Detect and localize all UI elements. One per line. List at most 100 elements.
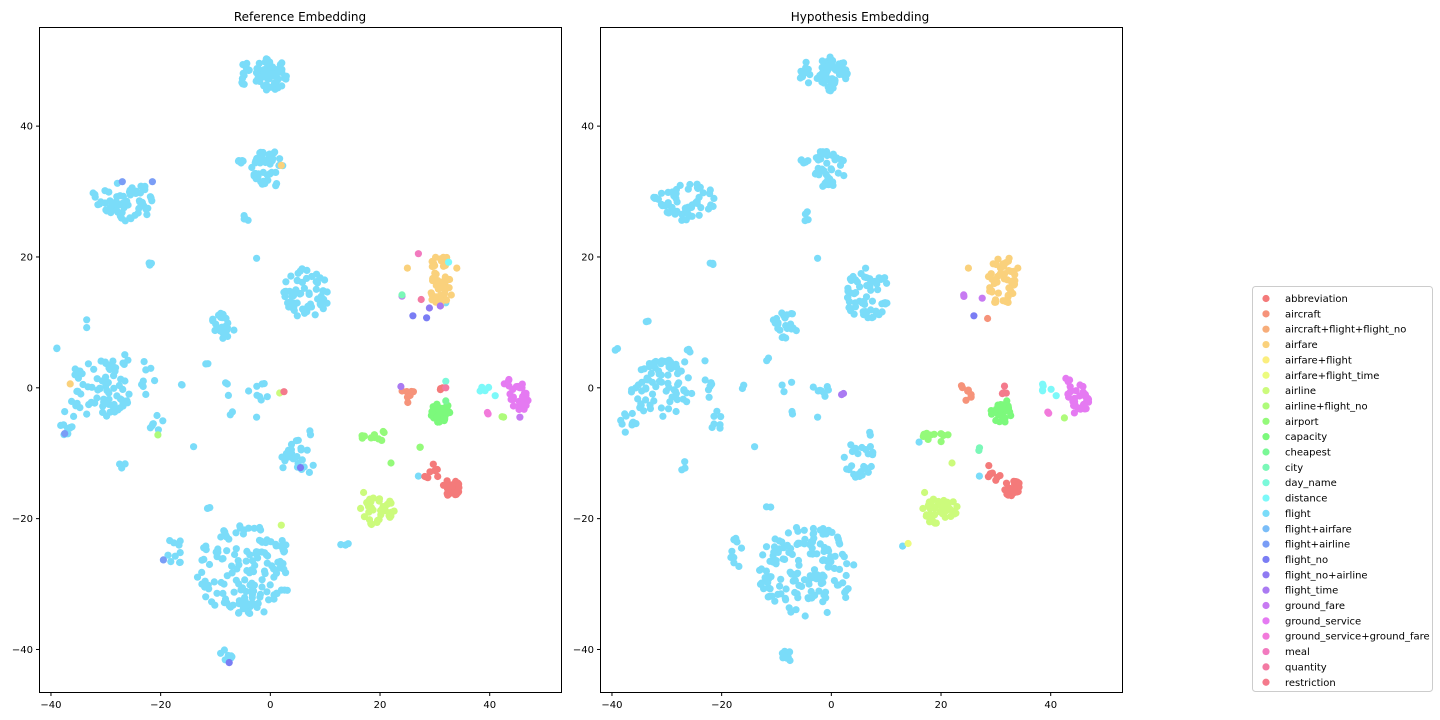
scatter-point [211, 601, 219, 609]
scatter-point [764, 354, 773, 362]
scatter-point [676, 181, 684, 189]
scatter-point [818, 148, 827, 156]
scatter-point [997, 411, 1005, 419]
scatter-point [996, 472, 1004, 480]
scatter-point [268, 562, 276, 570]
scatter-point [987, 270, 995, 278]
legend-entry: distance [1262, 494, 1327, 505]
scatter-point [423, 314, 431, 322]
x-tick-label: 0 [267, 700, 273, 711]
scatter-point [398, 291, 406, 299]
scatter-point [230, 588, 238, 596]
scatter-point [847, 274, 856, 283]
scatter-point [992, 476, 1000, 484]
scatter-point [248, 591, 256, 599]
scatter-point [242, 557, 250, 565]
scatter-point [862, 309, 871, 317]
scatter-point [686, 212, 695, 220]
scatter-point [921, 488, 929, 497]
scatter-point [266, 581, 274, 589]
legend-marker [1262, 356, 1270, 364]
scatter-point [829, 150, 837, 158]
scatter-point [138, 198, 146, 207]
scatter-point [287, 272, 295, 280]
scatter-point [344, 540, 352, 548]
scatter-point [785, 548, 793, 557]
scatter-point [429, 460, 437, 468]
scatter-point [688, 201, 696, 209]
scatter-point [834, 535, 842, 543]
legend-label: quantity [1285, 662, 1327, 673]
scatter-point [1069, 397, 1077, 405]
scatter-point [1004, 257, 1013, 265]
scatter-point [919, 432, 927, 440]
scatter-point [1052, 392, 1060, 400]
scatter-point [788, 407, 796, 416]
scatter-point [121, 351, 129, 359]
scatter-point [367, 434, 375, 442]
legend-marker [1262, 601, 1270, 610]
scatter-point [684, 374, 692, 382]
scatter-point [223, 324, 231, 332]
scatter-point [838, 391, 846, 399]
scatter-point [260, 567, 269, 575]
scatter-point [210, 578, 218, 586]
scatter-point [432, 270, 440, 278]
scatter-point [476, 387, 484, 395]
scatter-point [235, 609, 243, 617]
scatter-point [822, 594, 830, 602]
legend-marker [1262, 417, 1270, 425]
scatter-point [431, 262, 439, 270]
scatter-point [239, 61, 247, 69]
scatter-point [673, 396, 681, 404]
scatter-point [855, 470, 863, 478]
x-tick-label: −20 [150, 700, 171, 711]
scatter-point [854, 450, 862, 458]
scatter-point [289, 292, 298, 300]
legend-label: cheapest [1285, 448, 1331, 459]
scatter-point [814, 254, 822, 262]
scatter-point [730, 559, 738, 567]
scatter-point [922, 512, 930, 520]
scatter-point [238, 584, 246, 592]
scatter-point [705, 393, 713, 401]
scatter-point [436, 302, 444, 310]
scatter-point [258, 576, 266, 584]
scatter-point [425, 304, 433, 312]
scatter-point [989, 260, 997, 268]
legend-label: ground_service [1285, 616, 1361, 627]
scatter-point [767, 503, 775, 511]
scatter-point [265, 596, 273, 604]
scatter-point [103, 207, 111, 215]
scatter-point [198, 568, 206, 577]
scatter-point [159, 417, 167, 425]
scatter-point [205, 560, 214, 569]
scatter-point [708, 423, 716, 432]
scatter-point [765, 584, 773, 592]
scatter-point [116, 212, 124, 220]
scatter-point [701, 357, 709, 365]
scatter-point [433, 400, 441, 408]
scatter-point [414, 472, 422, 480]
scatter-point [214, 548, 222, 556]
scatter-point [840, 553, 848, 561]
scatter-point [800, 526, 808, 534]
legend-marker [1262, 586, 1270, 594]
scatter-point [125, 390, 133, 398]
scatter-point [252, 548, 260, 556]
scatter-point [520, 405, 528, 413]
scatter-point [650, 193, 658, 201]
scatter-point [1002, 297, 1010, 306]
legend-label: flight_time [1285, 586, 1338, 597]
scatter-point [866, 275, 874, 283]
scatter-point [108, 202, 116, 210]
scatter-point [778, 309, 786, 317]
scatter-point [782, 585, 790, 593]
scatter-point [664, 405, 673, 413]
scatter-point [109, 357, 117, 365]
scatter-point [387, 499, 395, 507]
legend-label: day_name [1285, 478, 1337, 489]
scatter-point [1014, 264, 1022, 272]
scatter-point [279, 560, 287, 568]
legend-frame [1252, 286, 1433, 692]
